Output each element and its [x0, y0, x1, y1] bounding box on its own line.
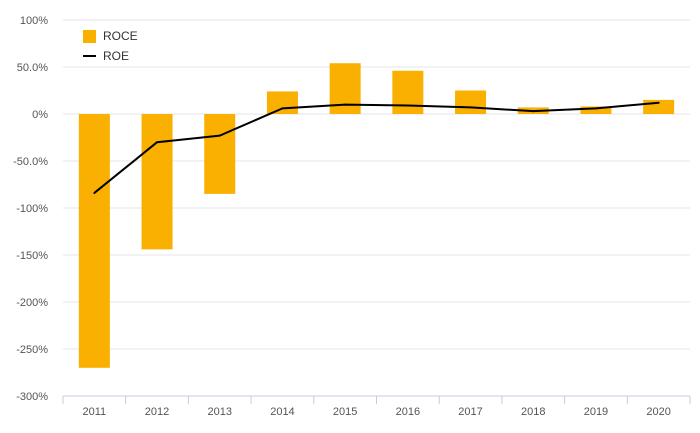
- roce-bar: [329, 63, 361, 114]
- roe-point: [657, 101, 660, 104]
- roce-bar: [141, 114, 173, 250]
- x-tick-label: 2018: [521, 406, 545, 418]
- x-tick-label: 2017: [458, 406, 482, 418]
- x-tick-label: 2011: [83, 406, 107, 418]
- x-tick-label: 2016: [396, 406, 420, 418]
- roe-point: [469, 106, 472, 109]
- legend-swatch-roce: [83, 30, 96, 43]
- roe-point: [218, 134, 221, 137]
- x-tick-label: 2012: [145, 406, 169, 418]
- roce-bar: [78, 114, 110, 368]
- y-tick-label: 50.0%: [17, 62, 48, 74]
- x-tick-label: 2014: [270, 406, 294, 418]
- x-tick-label: 2020: [646, 406, 670, 418]
- y-tick-label: -300%: [16, 391, 48, 403]
- y-tick-label: -150%: [16, 250, 48, 262]
- y-tick-label: -100%: [16, 203, 48, 215]
- roe-point: [594, 107, 597, 110]
- y-tick-label: 0%: [32, 109, 48, 121]
- roe-line-layer: [93, 101, 660, 194]
- x-axis: 2011 2012 2013 2014 2015 2016 2017 2018 2019 2020: [62, 395, 691, 418]
- x-tick-label: 2013: [208, 406, 232, 418]
- y-tick-label: -250%: [16, 344, 48, 356]
- legend: ROCE ROE: [83, 29, 138, 63]
- y-tick-label: -50.0%: [13, 156, 48, 168]
- roce-bar: [580, 106, 612, 114]
- roe-point: [532, 110, 535, 113]
- roe-point: [281, 107, 284, 110]
- roce-bar: [204, 114, 236, 194]
- roe-point: [406, 104, 409, 107]
- roce-bar: [266, 91, 298, 114]
- roe-point: [344, 103, 347, 106]
- x-tick-label: 2015: [333, 406, 357, 418]
- roe-point: [93, 191, 96, 194]
- roe-point: [156, 141, 159, 144]
- roce-bar: [392, 70, 424, 114]
- roce-bar: [455, 90, 487, 114]
- y-tick-label: 100%: [20, 15, 48, 27]
- legend-label-roe: ROE: [103, 49, 129, 63]
- y-axis-ticks: 100% 50.0% 0% -50.0% -100% -150% -200% -250% -30…: [13, 15, 48, 403]
- y-tick-label: -200%: [16, 297, 48, 309]
- legend-label-roce: ROCE: [103, 29, 138, 43]
- roe-line: [93, 101, 659, 194]
- x-tick-label: 2019: [584, 406, 608, 418]
